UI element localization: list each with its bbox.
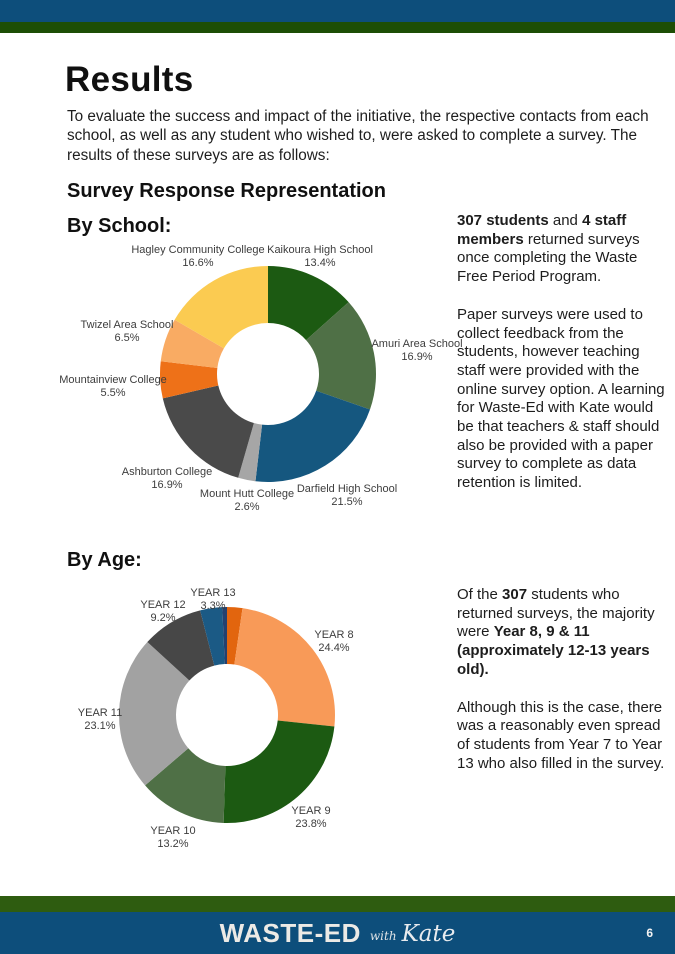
by-school-donut-chart: Kaikoura High School 13.4% Amuri Area Scho… (40, 238, 470, 523)
chart-label-year-12: YEAR 12 9.2% (140, 599, 186, 624)
slice-twizel-area-school (160, 319, 224, 368)
chart-label-year-13: YEAR 13 3.3% (190, 587, 236, 612)
paragraph: 307 students and 4 staff members returne… (457, 212, 640, 286)
section-heading: Survey Response Representation (67, 180, 386, 202)
by-age-donut-chart: YEAR 8 24.4% YEAR 9 23.8% YEAR 10 13.2% YEAR 1… (20, 580, 460, 855)
chart-label-ashburton-college: Ashburton College 16.9% (121, 466, 213, 491)
page-number: 6 (646, 926, 653, 940)
chart-label-darfield-high-school: Darfield High School 21.5% (296, 483, 398, 508)
slice-amuri-area-school (306, 302, 376, 410)
slice-year-12 (147, 610, 215, 681)
page-title: Results (65, 60, 194, 99)
by-school-heading: By School: (67, 215, 172, 237)
chart-label-year-8: YEAR 8 24.4% (314, 629, 354, 654)
chart-label-year-9: YEAR 9 23.8% (291, 805, 331, 830)
chart-label-mountainview-college: Mountainview College 5.5% (59, 374, 167, 399)
intro-paragraph: To evaluate the success and impact of th… (67, 108, 649, 164)
by-school-commentary: 307 students and 4 staff members returne… (457, 212, 667, 512)
chart-label-year-11: YEAR 11 23.1% (77, 707, 123, 732)
top-border-green (0, 22, 675, 33)
by-age-heading: By Age: (67, 549, 142, 571)
by-age-donut-svg (118, 606, 335, 824)
paragraph: Paper surveys were used to collect feedb… (457, 305, 665, 492)
slice-unlabeled (222, 606, 227, 665)
by-age-commentary: Of the 307 students who returned surveys… (457, 586, 667, 792)
slice-year-13 (200, 607, 225, 666)
chart-label-twizel-area-school: Twizel Area School 6.5% (80, 319, 174, 344)
chart-label-hagley-community-college: Hagley Community College 16.6% (131, 244, 265, 269)
footer-border-green (0, 896, 675, 912)
slice-ashburton-college (162, 385, 254, 478)
footer-bar (0, 912, 675, 954)
top-border-blue (0, 0, 675, 22)
chart-label-kaikoura-high-school: Kaikoura High School 13.4% (267, 244, 373, 269)
slice-year-10 (145, 748, 226, 823)
slice-darfield-high-school (255, 390, 370, 483)
slice-mount-hutt-college (238, 423, 263, 482)
slice-year-11 (118, 642, 190, 786)
chart-label-year-10: YEAR 10 13.2% (150, 825, 196, 850)
paragraph: Of the 307 students who returned surveys… (457, 586, 655, 678)
slice-hagley-community-college (174, 266, 268, 349)
brand-script-kate: Kate (401, 921, 456, 947)
brand-wordmark: WASTE-ED (219, 917, 361, 948)
paragraph: Although this is the case, there was a r… (457, 698, 665, 772)
slice-kaikoura-high-school (268, 266, 349, 341)
slice-mountainview-college (159, 361, 219, 399)
slice-year-8 (234, 608, 335, 727)
slice-unlabeled (227, 607, 243, 665)
slice-year-9 (223, 720, 335, 824)
brand-script-with: with (369, 929, 397, 943)
by-school-donut-svg (159, 266, 376, 483)
chart-label-amuri-area-school: Amuri Area School 16.9% (371, 338, 463, 363)
chart-label-mount-hutt-college: Mount Hutt College 2.6% (199, 488, 295, 513)
waste-ed-logo: WASTE-ED with Kate (0, 912, 675, 954)
